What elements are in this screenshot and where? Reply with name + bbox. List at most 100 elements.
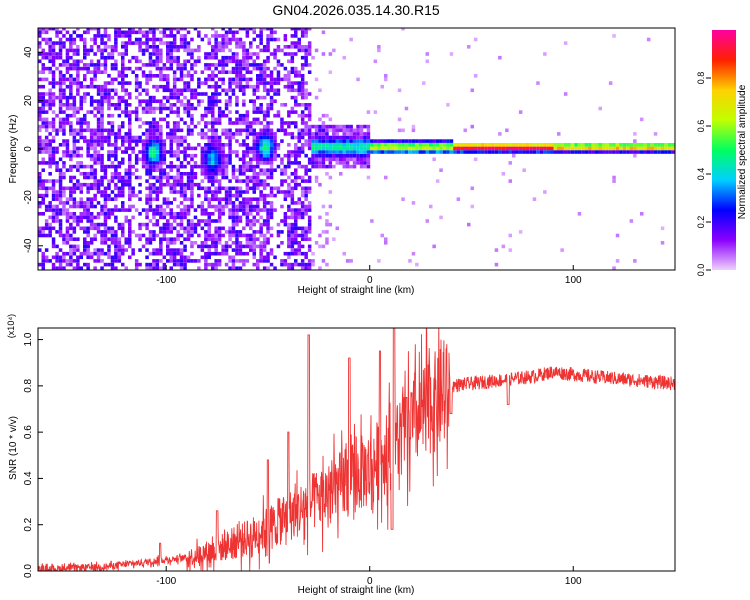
spectrogram-cell [183,37,187,42]
spectrogram-cell [134,233,139,238]
spectrogram-cell [290,230,295,234]
spectrogram-cell [231,88,236,93]
spectrogram-cell [314,146,319,151]
spectrogram-cell [498,55,502,60]
spectrogram-cell [148,70,153,74]
spectrogram-cell [245,84,250,89]
spectrogram-cell [79,84,83,89]
spectrogram-cell [48,226,52,231]
spectrogram-cell [242,201,246,205]
spectrogram-cell [172,251,177,256]
spectrogram-cell [86,262,90,267]
spectrogram-cell [179,41,184,45]
spectrogram-cell [269,88,274,93]
spectrogram-cell [224,251,229,256]
spectrogram-cell [117,34,122,38]
spectrogram-cell [152,59,156,64]
spectrogram-cell [51,146,56,151]
spectrogram-cell [235,110,239,114]
spectrogram-cell [103,219,108,223]
spectrogram-cell [197,81,201,85]
spectrogram-cell [38,113,42,118]
spectrogram-cell [307,262,312,267]
spectrogram-cell [51,255,56,260]
spectrogram-cell [172,212,177,216]
spectrogram-cell [172,182,177,187]
spectrogram-cell [51,103,56,107]
spectrogram-ytick-label: -40 [23,238,34,253]
spectrogram-cell [256,150,260,154]
spectrogram-cell [256,84,260,89]
spectrogram-cell [276,233,281,238]
spectrogram-cell [79,106,83,111]
spectrogram-cell [204,143,208,147]
spectrogram-cell [605,146,609,151]
spectrogram-cell [294,259,298,263]
spectrogram-cell [238,186,243,191]
spectrogram-cell [636,143,640,147]
spectrogram-cell [377,150,381,154]
spectrogram-cell [214,92,218,96]
spectrogram-cell [186,259,191,263]
spectrogram-cell [252,244,256,249]
spectrogram-cell [44,179,49,183]
spectrogram-cell [200,161,205,165]
spectrogram-cell [601,146,606,151]
spectrogram-cell [100,237,104,241]
spectrogram-cell [179,182,184,187]
spectrogram-cell [238,37,243,42]
spectrogram-cell [162,182,167,187]
snr-xtick-label: 0 [367,576,373,587]
spectrogram-cell [211,92,215,96]
spectrogram-cell [235,41,239,45]
spectrogram-cell [62,74,66,78]
spectrogram-cell [48,81,52,85]
spectrogram-cell [349,143,353,147]
spectrogram-cell [356,150,360,154]
spectrogram-cell [172,124,177,129]
spectrogram-cell [359,153,364,158]
spectrogram-cell [435,139,440,143]
spectrogram-cell [487,143,492,147]
spectrogram-cell [245,182,250,187]
spectrogram-cell [224,135,229,140]
spectrogram-cell [89,135,94,140]
spectrogram-cell [166,259,170,263]
spectrogram-cell [328,153,333,158]
spectrogram-cell [72,143,77,147]
spectrogram-cell [159,215,163,220]
spectrogram-cell [221,150,225,154]
spectrogram-cell [124,103,128,107]
spectrogram-cell [619,146,623,151]
spectrogram-cell [352,157,357,162]
spectrogram-cell [370,219,374,223]
spectrogram-cell [287,204,291,209]
spectrogram-cell [69,186,73,191]
spectrogram-cell [69,92,73,96]
spectrogram-cell [162,212,167,216]
spectrogram-cell [138,66,142,71]
spectrogram-cell [217,161,222,165]
spectrogram-cell [117,208,122,212]
spectrogram-cell [128,157,132,162]
spectrogram-cell [252,84,256,89]
spectrogram-cell [58,37,63,42]
spectrogram-cell [640,212,644,216]
spectrogram-cell [62,77,66,82]
spectrogram-cell [93,99,97,103]
spectrogram-cell [408,146,412,151]
spectrogram-cell [44,124,49,129]
spectrogram-cell [349,132,353,136]
spectrogram-cell [186,81,191,85]
spectrogram-cell [172,103,177,107]
spectrogram-cell [138,157,142,162]
spectrogram-cell [325,262,329,267]
spectrogram-cell [401,150,405,154]
spectrogram-cell [162,237,167,241]
spectrogram-cell [259,150,263,154]
spectrogram-cell [297,132,301,136]
spectrogram-cell [155,146,160,151]
spectrogram-cell [214,262,218,267]
spectrogram-cell [384,146,388,151]
spectrogram-cell [280,204,284,209]
